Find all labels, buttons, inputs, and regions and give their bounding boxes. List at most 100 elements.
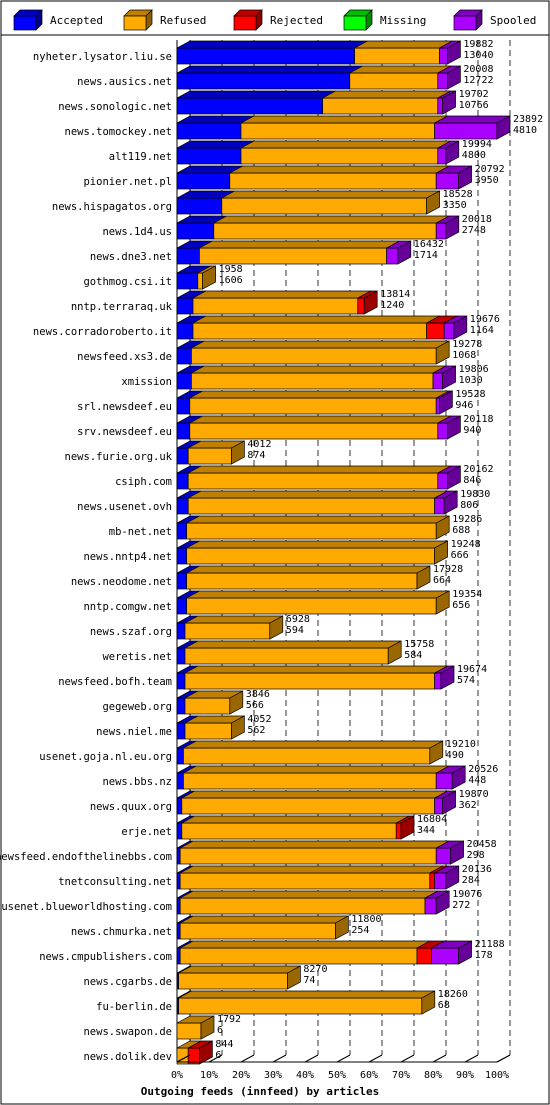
row-label: newsfeed.bofh.team bbox=[58, 676, 172, 688]
bar-refused bbox=[179, 872, 431, 890]
bar-spooled bbox=[439, 47, 448, 65]
row-label: alt119.net bbox=[109, 151, 172, 163]
legend-item-rejected: Rejected bbox=[233, 9, 323, 31]
bar-top-face bbox=[180, 915, 349, 924]
row-label: pionier.net.pl bbox=[83, 176, 172, 188]
row-label: news.szaf.org bbox=[90, 626, 172, 638]
bar-side-face bbox=[445, 865, 460, 890]
bar-top-face bbox=[188, 490, 448, 499]
bar-accepted bbox=[176, 247, 200, 265]
row-total: 8270 bbox=[303, 964, 327, 975]
bar-rejected bbox=[416, 947, 432, 965]
bar-refused bbox=[186, 547, 435, 565]
bar-top-face bbox=[178, 990, 435, 999]
row-total: 19882 bbox=[463, 39, 493, 50]
row-label: nntp.terraraq.uk bbox=[71, 301, 173, 313]
x-tick bbox=[304, 1054, 319, 1063]
bar-accepted bbox=[176, 297, 194, 315]
bar-side-face bbox=[445, 215, 460, 240]
bar-spooled bbox=[437, 422, 448, 440]
bar-side-face bbox=[429, 740, 444, 765]
bar-side-face bbox=[202, 265, 216, 290]
row-accepted: 284 bbox=[462, 875, 480, 886]
row-total: 19210 bbox=[446, 739, 476, 750]
bar-accepted bbox=[176, 872, 181, 890]
row-total: 11800 bbox=[351, 914, 381, 925]
x-tick-label: 60% bbox=[360, 1070, 378, 1081]
bar-side-face bbox=[496, 115, 511, 140]
bar-refused bbox=[189, 397, 437, 415]
bar-refused bbox=[178, 972, 288, 990]
row-accepted: 1714 bbox=[414, 250, 438, 261]
x-tick bbox=[272, 1054, 287, 1063]
row-accepted: 12722 bbox=[463, 75, 493, 86]
row-label: news.tomockey.net bbox=[65, 126, 172, 138]
bar-top-face bbox=[189, 390, 450, 399]
row-accepted: 664 bbox=[433, 575, 451, 586]
x-tick-label: 10% bbox=[200, 1070, 218, 1081]
row-total: 20526 bbox=[468, 764, 498, 775]
legend-label: Refused bbox=[160, 14, 206, 27]
row-accepted: 3350 bbox=[443, 200, 467, 211]
bar-side-face bbox=[442, 90, 456, 115]
bar-top-face bbox=[180, 890, 439, 899]
bar-top-face bbox=[176, 90, 336, 99]
bar-top-face bbox=[184, 665, 448, 674]
bar-spooled bbox=[435, 222, 447, 240]
bar-refused bbox=[184, 722, 232, 740]
x-axis: 0% 10% 20% 30% 40% 50% 60% 70% 80% 90% 100% bbox=[171, 1054, 511, 1081]
row-accepted: 1068 bbox=[452, 350, 476, 361]
bar-spooled bbox=[437, 72, 448, 90]
bar-side-face bbox=[447, 40, 461, 65]
legend-item-refused: Refused bbox=[123, 9, 206, 31]
row-label: tnetconsulting.net bbox=[58, 876, 172, 888]
bar-refused bbox=[197, 272, 203, 290]
bar-refused bbox=[184, 622, 271, 640]
bar-accepted bbox=[176, 397, 191, 415]
row-total: 15758 bbox=[404, 639, 434, 650]
row-total: 16432 bbox=[414, 239, 444, 250]
bar-refused bbox=[322, 97, 439, 115]
bar-side-face bbox=[434, 540, 448, 565]
bar-side-face bbox=[435, 590, 450, 615]
bar-top-face bbox=[186, 540, 448, 549]
bar-spooled bbox=[435, 847, 451, 865]
row-accepted: 806 bbox=[460, 500, 478, 511]
bar-accepted bbox=[176, 447, 189, 465]
bar-accepted bbox=[176, 122, 242, 140]
row-label: news.furie.org.uk bbox=[65, 451, 173, 463]
bar-spooled bbox=[435, 172, 459, 190]
bar-spooled bbox=[437, 97, 443, 115]
row-total: 19870 bbox=[459, 789, 489, 800]
x-tick-label: 50% bbox=[328, 1070, 346, 1081]
bar-refused bbox=[187, 497, 435, 515]
row-total: 19702 bbox=[459, 89, 489, 100]
row-total: 19676 bbox=[470, 314, 500, 325]
row-total: 3846 bbox=[246, 689, 270, 700]
bar-spooled bbox=[386, 247, 399, 265]
row-accepted: 940 bbox=[463, 425, 481, 436]
row-total: 20008 bbox=[463, 64, 493, 75]
row-total: 19278 bbox=[452, 339, 482, 350]
x-tick-label: 20% bbox=[232, 1070, 250, 1081]
bar-refused bbox=[186, 572, 418, 590]
bar-side-face bbox=[445, 140, 460, 165]
row-accepted: 298 bbox=[467, 850, 485, 861]
x-tick bbox=[336, 1054, 351, 1063]
bar-rejected bbox=[395, 822, 402, 840]
bar-accepted bbox=[176, 372, 192, 390]
